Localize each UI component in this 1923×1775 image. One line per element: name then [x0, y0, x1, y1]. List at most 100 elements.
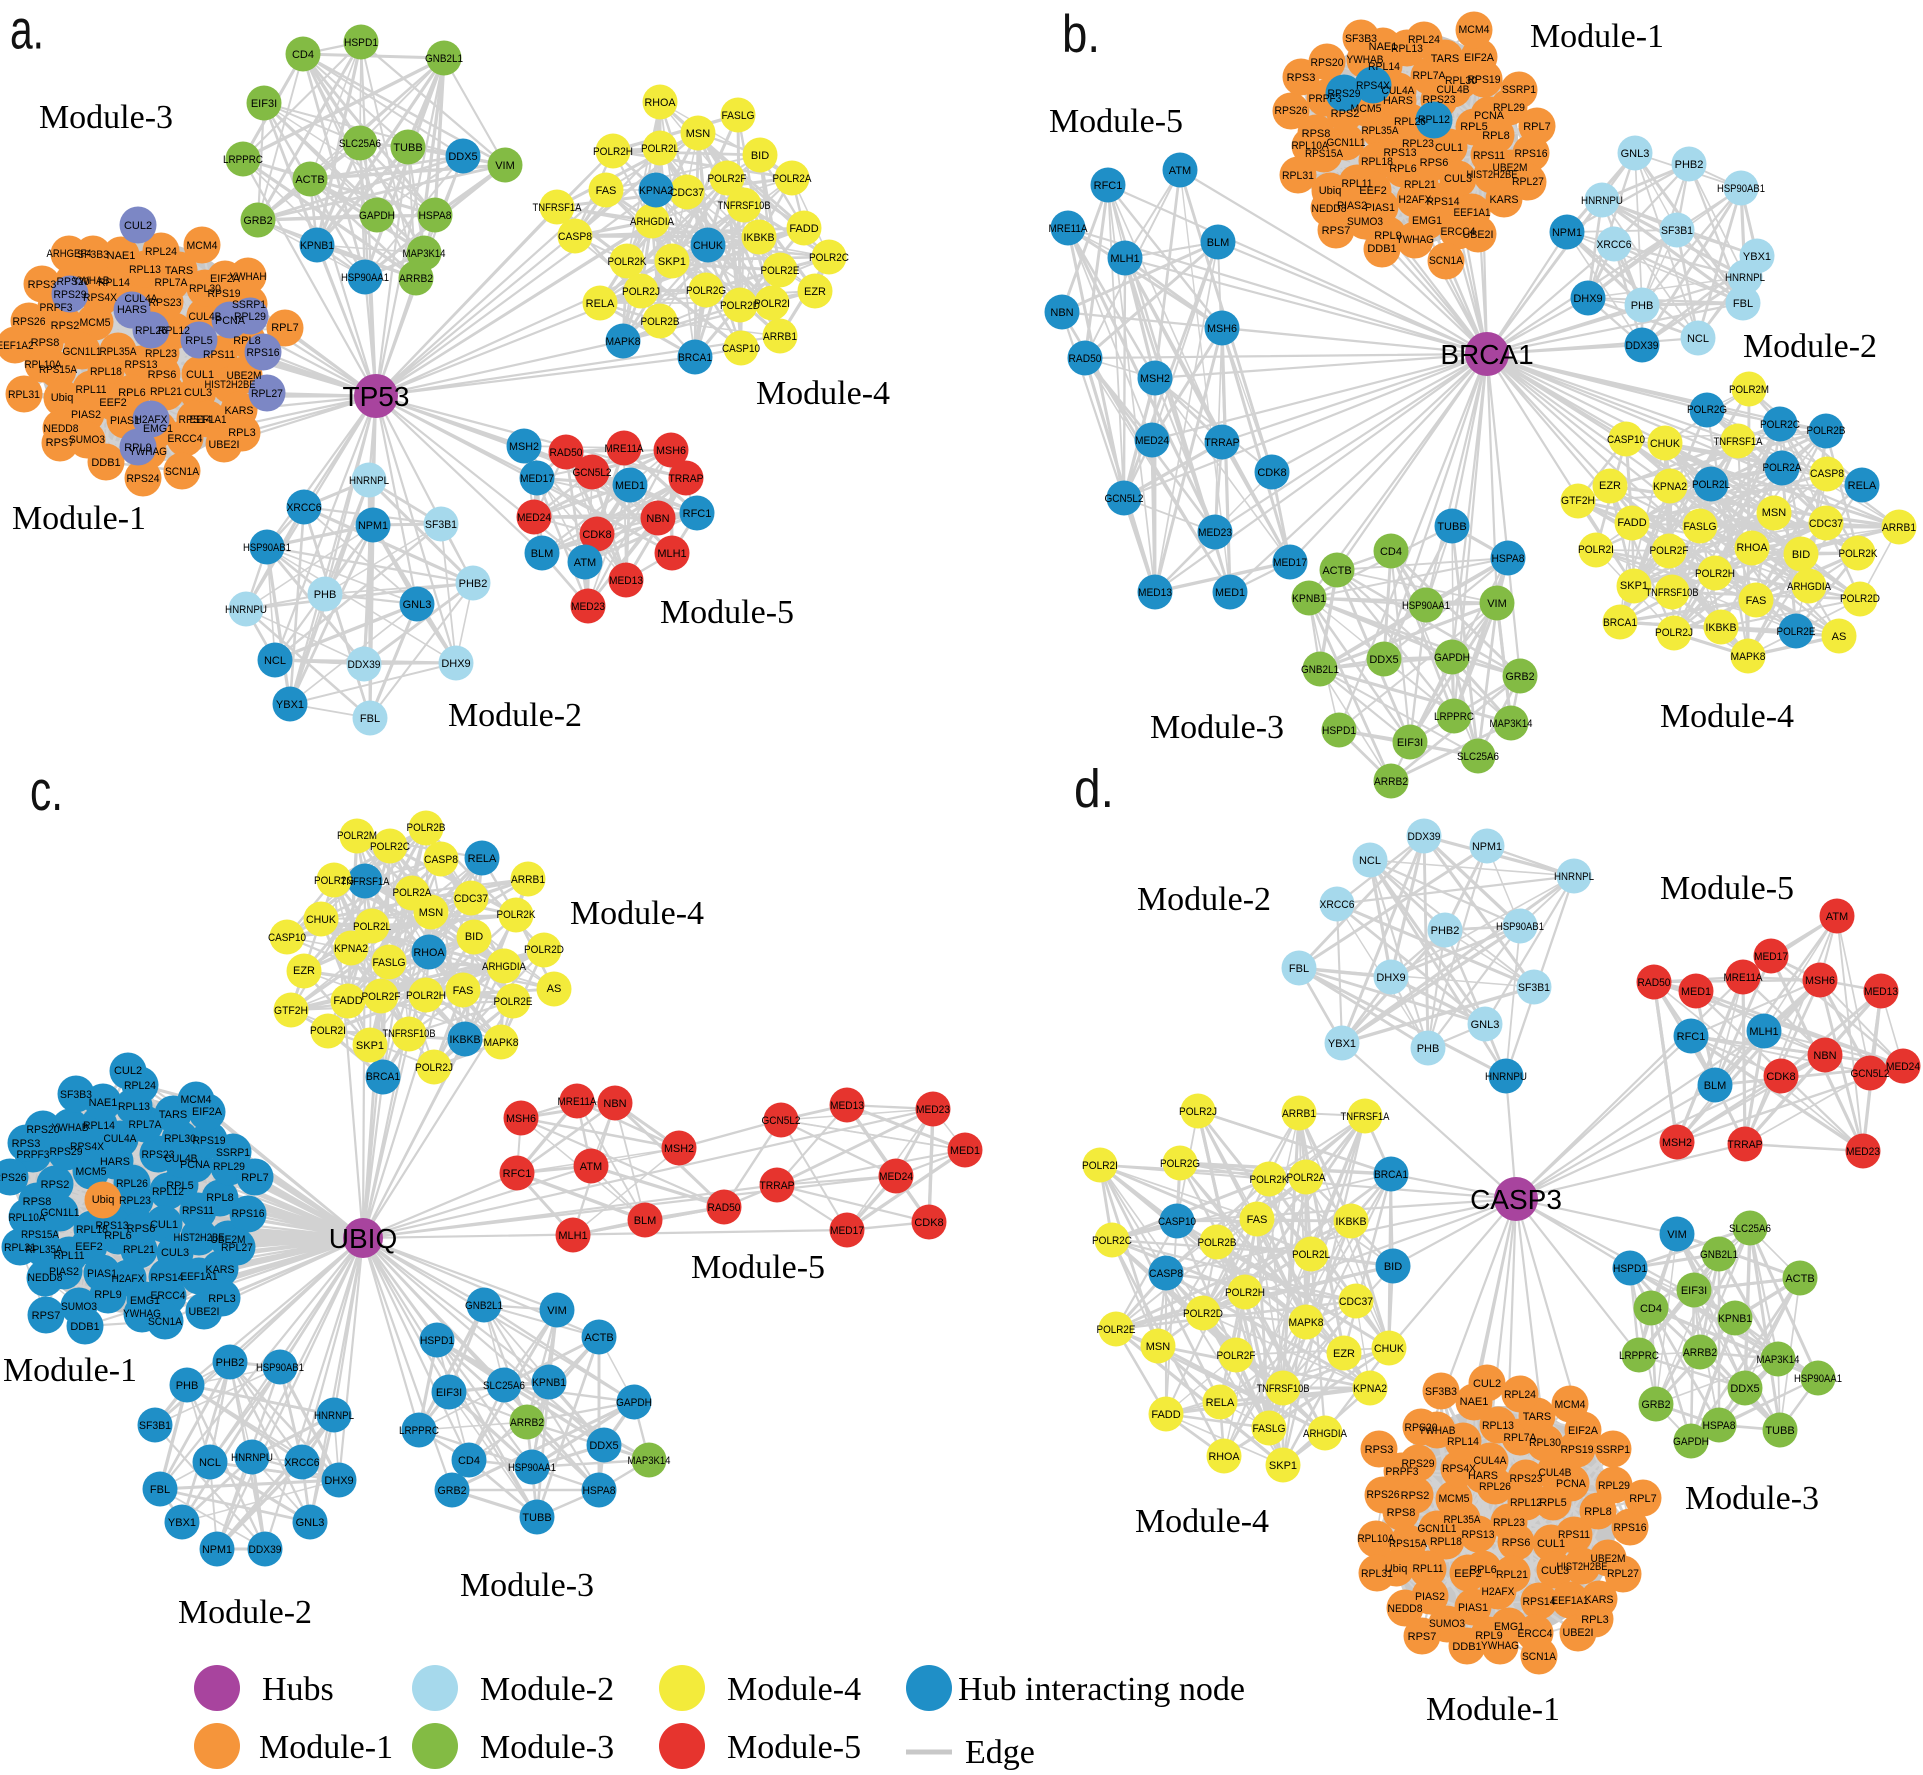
svg-text:VIM: VIM [495, 160, 515, 172]
svg-text:MCM5: MCM5 [76, 1166, 107, 1178]
svg-text:RPS8: RPS8 [1302, 128, 1331, 140]
svg-text:RPL7: RPL7 [271, 322, 299, 334]
svg-text:GRB2: GRB2 [1506, 671, 1535, 683]
svg-text:SLC25A6: SLC25A6 [483, 1380, 525, 1392]
svg-text:TNFRSF10B: TNFRSF10B [1257, 1383, 1310, 1395]
svg-text:RPL26: RPL26 [1479, 1481, 1511, 1493]
svg-text:RPS14: RPS14 [1427, 196, 1460, 208]
svg-text:HSPA8: HSPA8 [419, 210, 452, 222]
svg-text:POLR2H: POLR2H [593, 146, 633, 158]
svg-text:MSH2: MSH2 [509, 441, 539, 453]
svg-text:CASP8: CASP8 [424, 854, 458, 866]
svg-text:RELA: RELA [586, 298, 615, 310]
svg-text:FBL: FBL [1733, 298, 1753, 310]
svg-text:FBL: FBL [360, 713, 380, 725]
svg-text:MCM4: MCM4 [1459, 24, 1490, 36]
svg-text:RPL13: RPL13 [1391, 43, 1423, 55]
svg-text:TNFRSF1A: TNFRSF1A [533, 202, 583, 214]
svg-text:GNB2L1: GNB2L1 [425, 53, 463, 65]
svg-text:SUMO3: SUMO3 [69, 434, 105, 446]
svg-text:MED23: MED23 [571, 601, 605, 613]
svg-text:RPL8: RPL8 [1584, 1506, 1612, 1518]
svg-text:PIAS1: PIAS1 [1365, 202, 1395, 214]
svg-text:DDX39: DDX39 [1408, 831, 1441, 843]
svg-text:DDX39: DDX39 [1626, 340, 1659, 352]
svg-text:EEF1A1: EEF1A1 [181, 1271, 218, 1283]
svg-text:PIAS1: PIAS1 [87, 1268, 117, 1280]
svg-text:EMG1: EMG1 [130, 1295, 160, 1307]
svg-text:RPL6: RPL6 [104, 1230, 132, 1242]
svg-text:RPL3: RPL3 [1581, 1614, 1609, 1626]
svg-text:CUL3: CUL3 [1444, 173, 1472, 185]
svg-text:FASLG: FASLG [1684, 521, 1717, 533]
svg-text:MLH1: MLH1 [558, 1230, 587, 1242]
svg-text:RPL5: RPL5 [166, 1180, 194, 1192]
svg-text:HSPA8: HSPA8 [1492, 553, 1525, 565]
svg-text:Module-2: Module-2 [480, 1671, 614, 1708]
svg-text:ATM: ATM [1169, 165, 1191, 177]
svg-text:HSPA8: HSPA8 [1703, 1420, 1736, 1432]
svg-text:CASP8: CASP8 [1810, 468, 1844, 480]
svg-text:YWHAB: YWHAB [52, 1122, 89, 1134]
svg-text:RPS11: RPS11 [1473, 150, 1505, 162]
svg-text:SF3B1: SF3B1 [1518, 982, 1550, 994]
svg-text:EIF3I: EIF3I [1681, 1285, 1707, 1297]
svg-text:RPL26: RPL26 [116, 1178, 148, 1190]
svg-text:KARS: KARS [206, 1264, 235, 1276]
svg-text:GNL3: GNL3 [296, 1517, 325, 1529]
svg-text:RPS8: RPS8 [31, 337, 60, 349]
svg-text:Module-4: Module-4 [756, 375, 890, 412]
svg-text:NEDD8: NEDD8 [28, 1272, 63, 1284]
svg-text:RPL18: RPL18 [1430, 1536, 1462, 1548]
svg-text:TUBB: TUBB [393, 142, 422, 154]
svg-text:GCN5L2: GCN5L2 [573, 467, 612, 479]
svg-text:GAPDH: GAPDH [1434, 652, 1470, 664]
svg-text:HARS: HARS [100, 1156, 130, 1168]
svg-text:GCN1L1: GCN1L1 [1327, 137, 1366, 149]
svg-text:HSP90AB1: HSP90AB1 [1717, 183, 1765, 195]
svg-text:VIM: VIM [1667, 1229, 1687, 1241]
svg-text:POLR2J: POLR2J [622, 286, 660, 298]
svg-text:TUBB: TUBB [522, 1512, 551, 1524]
svg-text:POLR2E: POLR2E [1777, 626, 1816, 638]
svg-text:YBX1: YBX1 [168, 1517, 196, 1529]
svg-text:NEDD8: NEDD8 [44, 423, 79, 435]
svg-text:POLR2J: POLR2J [1655, 627, 1693, 639]
svg-text:GRB2: GRB2 [1642, 1399, 1671, 1411]
svg-text:TNFRSF10B: TNFRSF10B [718, 200, 771, 212]
svg-text:KPNB1: KPNB1 [1292, 593, 1326, 605]
svg-text:NCL: NCL [264, 655, 286, 667]
svg-text:Module-4: Module-4 [1135, 1503, 1269, 1540]
svg-text:HNRNPL: HNRNPL [349, 475, 389, 487]
svg-text:POLR2D: POLR2D [1183, 1308, 1223, 1320]
svg-text:POLR2D: POLR2D [1840, 593, 1880, 605]
svg-text:RPL8: RPL8 [206, 1192, 234, 1204]
svg-text:PRPF3: PRPF3 [1309, 93, 1342, 105]
svg-text:RPS19: RPS19 [1468, 74, 1501, 86]
svg-text:PCNA: PCNA [1556, 1478, 1587, 1490]
svg-text:GNB2L1: GNB2L1 [1301, 664, 1339, 676]
svg-text:MED23: MED23 [1846, 1146, 1880, 1158]
svg-text:BLM: BLM [634, 1215, 657, 1227]
svg-text:DDX5: DDX5 [1369, 654, 1398, 666]
svg-text:FADD: FADD [333, 995, 362, 1007]
svg-text:YWHAG: YWHAG [1396, 234, 1434, 246]
svg-text:EIF2A: EIF2A [1464, 52, 1495, 64]
svg-text:RPL7A: RPL7A [155, 277, 189, 289]
svg-text:POLR2J: POLR2J [1179, 1106, 1217, 1118]
svg-text:EEF1A1: EEF1A1 [1552, 1595, 1589, 1607]
svg-text:Module-1: Module-1 [1530, 18, 1664, 55]
svg-text:HSPD1: HSPD1 [1322, 725, 1356, 737]
svg-text:a.: a. [10, 0, 44, 61]
svg-text:DDB1: DDB1 [70, 1321, 99, 1333]
svg-text:Module-3: Module-3 [1150, 709, 1284, 746]
svg-text:RPS4X: RPS4X [1442, 1463, 1477, 1475]
svg-text:POLR2G: POLR2G [686, 285, 726, 297]
svg-text:MED24: MED24 [879, 1171, 913, 1183]
svg-text:NAE1: NAE1 [1460, 1396, 1489, 1408]
svg-text:PHB: PHB [1631, 300, 1654, 312]
svg-text:EEF1A1: EEF1A1 [1454, 207, 1491, 219]
svg-text:Module-5: Module-5 [1660, 870, 1794, 907]
svg-text:Edge: Edge [965, 1734, 1035, 1771]
svg-text:DDX39: DDX39 [249, 1544, 282, 1556]
